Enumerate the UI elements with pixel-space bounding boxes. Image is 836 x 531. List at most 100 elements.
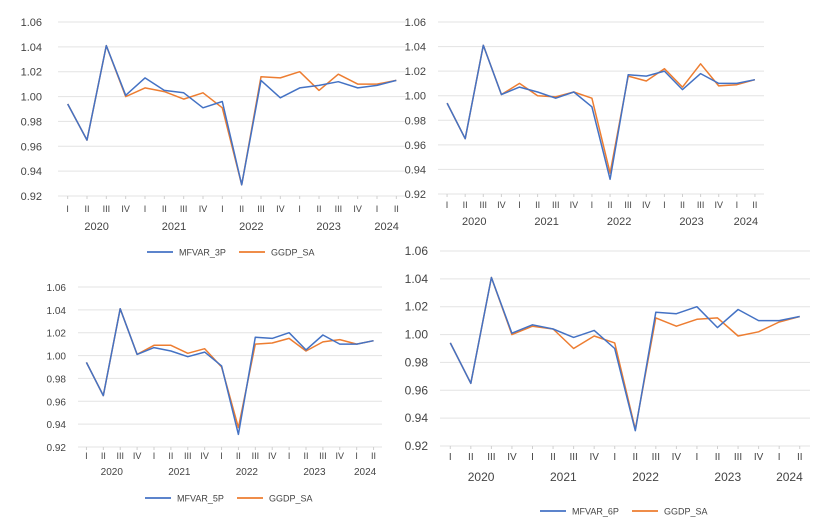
year-label: 2022 xyxy=(239,221,263,233)
year-label: 2020 xyxy=(101,467,124,478)
chart-panel-bottom-left: 0.92 0.94 0.96 0.98 1.00 1.02 1.04 1.06 I II III IV… xyxy=(0,265,410,531)
year-label: 2024 xyxy=(374,221,398,233)
x-tick-label: III xyxy=(734,452,742,463)
x-tick-label: IV xyxy=(268,451,277,461)
x-tick-label: IV xyxy=(497,200,506,210)
chart-svg: 0.920.940.960.981.001.021.041.06I II III IV… xyxy=(405,244,810,517)
x-tick-label: III xyxy=(252,451,260,461)
x-tick-label: I xyxy=(531,452,534,463)
y-tick-label: 0.96 xyxy=(21,141,42,153)
x-tick-label: I xyxy=(663,200,666,210)
y-tick-label: 0.94 xyxy=(405,411,429,425)
y-tick-label: 1.02 xyxy=(21,67,42,79)
legend-label: MFVAR_3P xyxy=(179,248,226,258)
y-tick-label: 1.06 xyxy=(21,17,42,29)
y-tick-label: 1.00 xyxy=(47,352,67,363)
x-tick-label: III xyxy=(569,452,577,463)
y-tick-label: 0.96 xyxy=(405,140,426,152)
y-tick-label: 0.94 xyxy=(47,420,67,431)
y-tick-label: 0.92 xyxy=(405,189,426,201)
year-label: 2024 xyxy=(734,216,758,228)
x-tick-label: III xyxy=(180,204,188,214)
x-tick-label: II xyxy=(680,200,685,210)
x-tick-label: II xyxy=(797,452,803,463)
x-tick-label: I xyxy=(696,452,699,463)
year-label: 2021 xyxy=(550,470,577,484)
x-tick-label: I xyxy=(144,204,147,214)
x-tick-label: I xyxy=(66,204,69,214)
x-tick-label: II xyxy=(303,451,308,461)
x-tick-label: II xyxy=(463,200,468,210)
x-tick-label: IV xyxy=(199,204,208,214)
year-label: 2023 xyxy=(303,467,326,478)
year-label: 2023 xyxy=(316,221,340,233)
x-tick-label: I xyxy=(446,200,449,210)
x-tick-label: IV xyxy=(121,204,130,214)
x-tick-label: I xyxy=(220,451,223,461)
x-tick-label: III xyxy=(480,200,488,210)
y-tick-label: 1.04 xyxy=(21,42,42,54)
x-tick-label: I xyxy=(591,200,594,210)
chart-panel-top-right: 0.92 0.94 0.96 0.98 1.00 1.02 1.04 1.06 I II III IV… xyxy=(405,0,836,265)
x-tick-label: II xyxy=(550,452,556,463)
x-tick-label: IV xyxy=(353,204,362,214)
x-tick-label: I xyxy=(85,451,88,461)
series-line-blue xyxy=(85,307,374,436)
x-tick-label: IV xyxy=(507,452,517,463)
y-tick-label: 0.92 xyxy=(405,439,429,453)
legend-label: GGDP_SA xyxy=(269,494,313,504)
x-tick-label: III xyxy=(257,204,265,214)
y-tick-label: 1.06 xyxy=(405,244,429,258)
series-line-blue xyxy=(446,44,756,181)
year-label: 2024 xyxy=(776,470,803,484)
legend: MFVAR_6P GGDP_SA xyxy=(540,507,708,517)
y-tick-label: 1.06 xyxy=(405,17,426,29)
x-tick-label: III xyxy=(103,204,111,214)
y-tick-label: 1.00 xyxy=(21,92,42,104)
x-tick-label: I xyxy=(298,204,301,214)
x-tick-label: III xyxy=(335,204,343,214)
y-tick-label: 0.98 xyxy=(405,355,429,369)
x-tick-label: II xyxy=(168,451,173,461)
y-tick-label: 1.00 xyxy=(405,328,429,342)
series-line-orange xyxy=(446,44,756,174)
x-tick-label: II xyxy=(371,451,376,461)
y-tick-label: 1.04 xyxy=(405,42,426,54)
year-label: 2021 xyxy=(168,467,191,478)
y-tick-label: 1.02 xyxy=(47,329,67,340)
x-tick-label: III xyxy=(487,452,495,463)
x-tick-label: II xyxy=(752,200,757,210)
series-line-orange xyxy=(85,307,374,429)
x-tick-label: IV xyxy=(570,200,579,210)
x-tick-label: I xyxy=(153,451,156,461)
x-tick-label: I xyxy=(376,204,379,214)
legend: MFVAR_5P GGDP_SA xyxy=(145,494,313,504)
x-tick-label: II xyxy=(84,204,89,214)
year-label: 2022 xyxy=(236,467,259,478)
series-line-orange xyxy=(449,276,800,431)
x-tick-label: I xyxy=(221,204,224,214)
x-tick-label: I xyxy=(288,451,291,461)
year-label: 2022 xyxy=(607,216,631,228)
x-tick-label: III xyxy=(116,451,124,461)
x-tick-label: II xyxy=(236,451,241,461)
legend-label: MFVAR_5P xyxy=(177,494,224,504)
legend: MFVAR_3P GGDP_SA xyxy=(147,248,315,258)
legend-label: MFVAR_6P xyxy=(572,507,619,517)
x-tick-label: IV xyxy=(589,452,599,463)
y-tick-label: 1.04 xyxy=(405,272,429,286)
x-tick-label: II xyxy=(468,452,474,463)
year-label: 2020 xyxy=(84,221,108,233)
chart-svg: 0.920.940.960.981.001.021.041.06I II III IV… xyxy=(47,283,382,504)
y-tick-label: 0.92 xyxy=(21,191,42,203)
x-tick-label: III xyxy=(319,451,327,461)
x-tick-label: IV xyxy=(133,451,142,461)
x-tick-label: II xyxy=(101,451,106,461)
x-tick-label: IV xyxy=(200,451,209,461)
x-tick-label: II xyxy=(316,204,321,214)
x-tick-label: IV xyxy=(336,451,345,461)
legend-label: GGDP_SA xyxy=(664,507,708,517)
x-tick-label: III xyxy=(184,451,192,461)
y-tick-label: 1.04 xyxy=(47,306,67,317)
x-tick-label: III xyxy=(552,200,560,210)
